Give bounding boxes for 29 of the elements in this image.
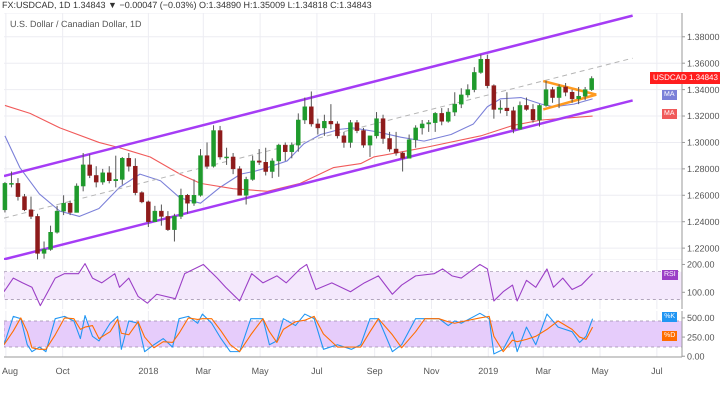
x-tick-label: Aug <box>2 366 18 376</box>
x-tick-label: 2019 <box>478 366 498 376</box>
x-tick-label: May <box>592 366 610 376</box>
y-tick-label: 1.34000 <box>687 84 720 95</box>
x-tick-label: Oct <box>56 366 70 376</box>
chart-title: FX:USDCAD, 1D 1.34843 ▼ −0.00047 (−0.03%) O:1.34890 H:1.35009 L:1.34818 C:1.34843 <box>2 0 372 10</box>
y-tick-label: 200.00 <box>687 260 715 270</box>
x-tick-label: Jul <box>311 366 323 376</box>
x-tick-label: May <box>252 366 270 376</box>
y-tick-label: 1.36000 <box>687 58 720 68</box>
y-tick-label: 1.24000 <box>687 216 720 227</box>
y-tick-label: 1.38000 <box>687 32 720 42</box>
x-tick-label: Mar <box>196 366 212 376</box>
y-tick-label: 0.00 <box>687 351 705 362</box>
y-tick-label: 1.30000 <box>687 138 720 148</box>
y-tick-label: 1.26000 <box>687 190 720 200</box>
text: U.S. Dollar / Canadian Dollar, 1D <box>10 19 142 29</box>
y-tick-label: 500.00 <box>687 313 715 324</box>
y-tick-label: 250.00 <box>687 332 715 342</box>
x-tick-label: 2018 <box>138 366 158 376</box>
y-tick-label: 1.22000 <box>687 243 720 254</box>
annotation: USDCAD 1.34843 <box>650 72 720 84</box>
y-tick-label: 1.32000 <box>687 111 720 122</box>
x-tick-label: Sep <box>366 366 383 376</box>
y-tick-label: 100.00 <box>687 287 715 298</box>
y-tick-label: 1.28000 <box>687 164 720 174</box>
x-tick-label: Jul <box>651 366 663 376</box>
x-tick-label: Nov <box>423 366 440 376</box>
x-tick-label: Mar <box>535 366 551 376</box>
